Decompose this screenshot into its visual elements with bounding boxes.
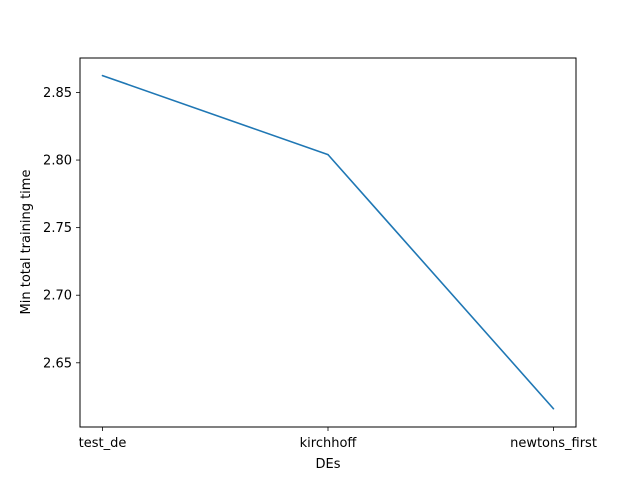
y-tick-label: 2.75 — [43, 221, 72, 236]
plot-frame — [79, 57, 577, 428]
x-axis-label: DEs — [316, 457, 341, 472]
y-tick-label: 2.65 — [43, 356, 72, 371]
y-tick-label: 2.80 — [43, 154, 72, 169]
x-tick-label: test_de — [79, 436, 127, 451]
data-point — [327, 153, 329, 156]
y-axis-label: Min total training time — [19, 170, 34, 315]
series-group — [101, 74, 555, 410]
x-tick-label: kirchhoff — [300, 436, 358, 451]
y-tick-label: 2.85 — [43, 86, 72, 101]
data-point — [552, 407, 555, 410]
x-tick-label: newtons_first — [510, 436, 597, 451]
y-tick-label: 2.70 — [43, 289, 72, 304]
data-point — [101, 74, 104, 77]
ticks: test_de kirchhoff newtons_first 2.65 2.70 2.7… — [43, 86, 597, 451]
